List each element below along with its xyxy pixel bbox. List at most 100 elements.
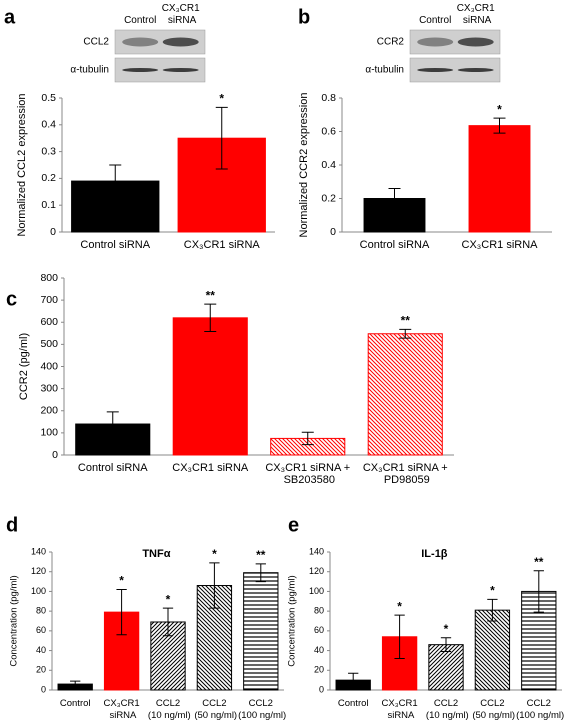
y-tick-label: 0 [50,226,56,238]
error-bar [162,607,174,637]
x-tick-label: CX₃CR1 siRNA + SB203580 [265,462,350,486]
error-bar [116,588,127,636]
x-tick-label: Control siRNA [80,239,150,251]
blot-band [417,68,454,72]
y-tick-label: 40 [314,645,324,655]
y-tick-label: 80 [36,606,46,616]
y-tick-label: 0.5 [41,92,56,104]
y-tick-label: 0.8 [321,92,336,104]
significance-label: ** [534,555,544,569]
error-bar [204,303,217,333]
y-tick-label: 20 [314,665,324,675]
significance-label: ** [206,288,216,302]
bar [468,125,531,233]
error-bar [209,562,220,609]
blot-band [122,37,159,47]
y-tick-label: 0.3 [41,145,56,157]
x-tick-label: CCL2 (100 ng/ml) [235,698,286,721]
blot-band [457,37,494,47]
significance-label: * [219,92,224,106]
x-tick-label: CX₃CR1 siRNA [382,698,418,721]
y-axis-label: Normalized CCR2 expression [298,93,310,238]
x-tick-label: CX₃CR1 siRNA + PD98059 [363,462,448,486]
y-tick-label: 300 [40,382,58,394]
y-tick-label: 0.4 [321,159,336,171]
significance-label: * [497,102,502,116]
panel-letter: e [288,514,299,536]
bar [172,317,248,456]
panel-letter: b [298,6,310,28]
x-tick-label: CCL2 (10 ng/ml) [423,698,468,721]
y-tick-label: 700 [40,294,58,306]
blot-row-label: CCL2 [83,37,109,48]
error-bar [70,680,81,688]
blot-band [457,68,494,72]
bar [243,572,279,691]
y-tick-label: 0 [330,226,336,238]
blot-band [162,68,199,72]
y-tick-label: 0.2 [321,192,336,204]
y-tick-label: 0 [52,449,58,461]
blot-row-label: α-tubulin [70,65,109,76]
y-tick-label: 200 [40,405,58,417]
panel-letter: d [6,514,18,536]
error-bar [388,187,401,210]
error-bar [106,411,119,437]
significance-label: * [212,547,217,561]
blot-column-label: CX₃CR1 siRNA [457,3,495,26]
panel-letter: a [4,6,16,28]
error-bar [440,637,452,653]
x-tick-label: CCL2 (100 ng/ml) [513,698,564,721]
y-tick-label: 140 [309,546,324,556]
chart-title: TNFα [142,548,170,560]
y-tick-label: 0.2 [41,172,56,184]
blot-column-label: CX₃CR1 siRNA [162,3,200,26]
y-tick-label: 600 [40,316,58,328]
blot-column-label: Control [124,15,156,26]
y-tick-label: 140 [31,546,46,556]
y-tick-label: 60 [36,625,46,635]
error-bar [215,106,228,170]
y-tick-label: 0 [41,684,46,694]
y-tick-label: 20 [36,665,46,675]
y-tick-label: 60 [314,625,324,635]
bar [367,333,443,456]
y-tick-label: 40 [36,645,46,655]
x-tick-label: CCL2 (50 ng/ml) [470,698,515,721]
error-bar [255,563,266,583]
blot-band [122,68,159,72]
bar [474,609,511,691]
x-tick-label: CX₃CR1 siRNA [104,698,140,721]
error-bar [487,598,498,622]
y-tick-label: 0.1 [41,199,56,211]
y-tick-label: 0.6 [321,125,336,137]
y-tick-label: 100 [309,586,324,596]
blot-row-label: CCR2 [377,37,405,48]
y-tick-label: 500 [40,338,58,350]
x-tick-label: Control [338,698,369,709]
y-axis-label: Concentration (pg/ml) [9,575,20,666]
significance-label: * [490,583,495,597]
y-axis-label: Concentration (pg/ml) [287,575,298,666]
y-tick-label: 0 [319,684,324,694]
y-tick-label: 120 [31,566,46,576]
blot-column-label: Control [419,15,451,26]
y-tick-label: 0.4 [41,119,56,131]
x-tick-label: CX₃CR1 siRNA [462,239,539,251]
y-tick-label: 100 [40,427,58,439]
significance-label: * [397,599,402,613]
y-tick-label: 80 [314,606,324,616]
error-bar [348,672,359,688]
x-tick-label: CX₃CR1 siRNA [184,239,261,251]
chart-title: IL-1β [421,548,448,560]
error-bar [533,570,544,613]
significance-label: * [166,592,171,606]
x-tick-label: Control [60,698,91,709]
error-bar [493,117,506,134]
y-axis-label: CCR2 (pg/ml) [18,333,30,400]
error-bar [394,614,405,659]
significance-label: * [119,574,124,588]
blot-band [162,37,199,47]
y-axis-label: Normalized CCL2 expression [16,93,28,236]
